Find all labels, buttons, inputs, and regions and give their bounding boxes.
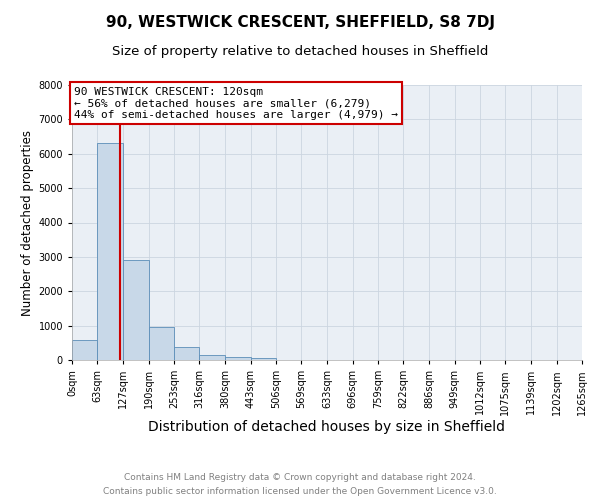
Bar [72,340,97,360]
Bar [251,358,276,360]
Text: Size of property relative to detached houses in Sheffield: Size of property relative to detached ho… [112,45,488,58]
Bar [149,326,174,360]
Bar [225,356,251,360]
Bar [199,354,225,360]
Y-axis label: Number of detached properties: Number of detached properties [21,130,34,316]
Bar [97,144,123,360]
Text: 90 WESTWICK CRESCENT: 120sqm
← 56% of detached houses are smaller (6,279)
44% of: 90 WESTWICK CRESCENT: 120sqm ← 56% of de… [74,86,398,120]
Bar [123,260,149,360]
X-axis label: Distribution of detached houses by size in Sheffield: Distribution of detached houses by size … [149,420,505,434]
Text: Contains public sector information licensed under the Open Government Licence v3: Contains public sector information licen… [103,486,497,496]
Text: Contains HM Land Registry data © Crown copyright and database right 2024.: Contains HM Land Registry data © Crown c… [124,473,476,482]
Text: 90, WESTWICK CRESCENT, SHEFFIELD, S8 7DJ: 90, WESTWICK CRESCENT, SHEFFIELD, S8 7DJ [106,15,494,30]
Bar [174,348,199,360]
